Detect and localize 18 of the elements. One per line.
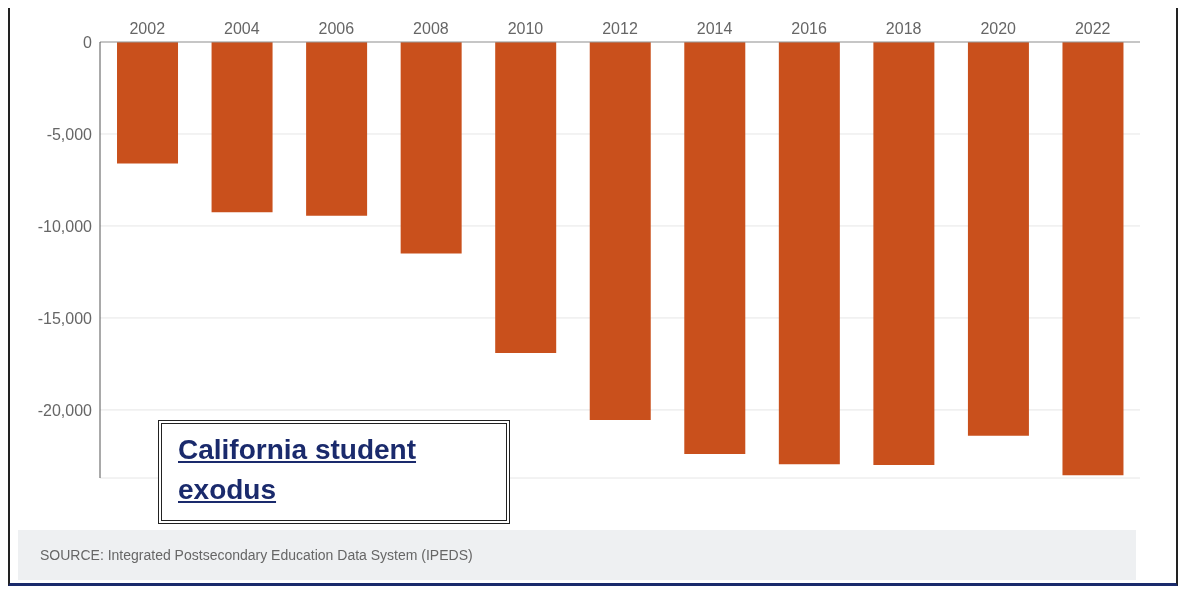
x-tick-label: 2012 [602, 20, 638, 37]
x-tick-label: 2014 [696, 20, 733, 37]
x-tick-label: 2020 [980, 20, 1017, 37]
source-note: SOURCE: Integrated Postsecondary Education Data System (IPEDS) [40, 547, 473, 563]
y-tick-label: -10,000 [37, 217, 93, 235]
x-tick-label: 2004 [224, 20, 260, 37]
x-tick-label: 2006 [318, 20, 355, 37]
x-tick-label: 2008 [413, 20, 449, 37]
x-tick-label: 2016 [791, 20, 827, 37]
y-tick-label: -15,000 [37, 309, 93, 327]
y-tick-label: -5,000 [46, 125, 93, 143]
x-tick-label: 2022 [1074, 20, 1111, 37]
x-tick-label: 2010 [507, 20, 544, 37]
y-tick-label: 0 [83, 33, 93, 51]
x-tick-label: 2002 [129, 20, 166, 37]
x-tick-label: 2018 [885, 20, 922, 37]
title-box: California student exodus [158, 420, 510, 524]
y-tick-label: -20,000 [37, 401, 93, 419]
